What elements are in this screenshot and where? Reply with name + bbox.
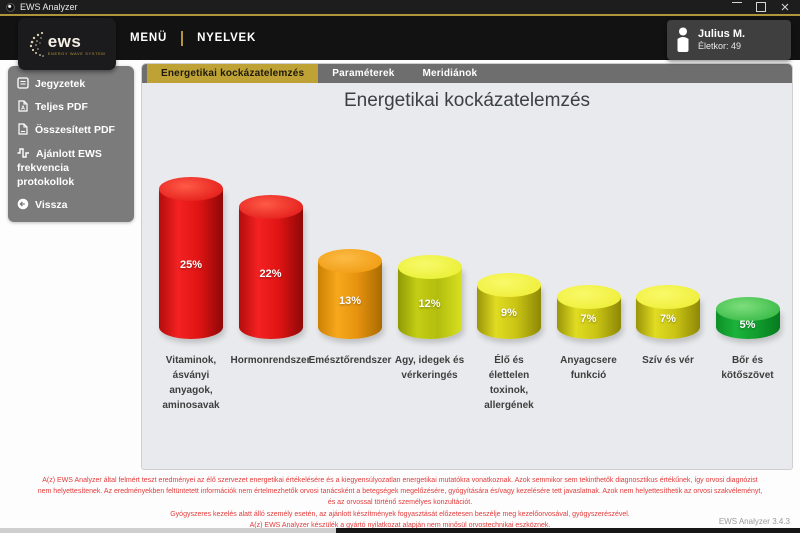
chart-bar-value: 7%: [660, 312, 676, 325]
tab-meridians[interactable]: Meridiánok: [422, 68, 478, 79]
chart-bar-8: 5%: [715, 297, 780, 339]
disclaimer-line: nem helyettesítenek. Az eredményekben fe…: [37, 488, 763, 496]
sidebar: Jegyzetek A Teljes PDF Összesített PDF Aj…: [8, 66, 134, 223]
user-age: Életkor: 49: [698, 41, 742, 52]
window-title: EWS Analyzer: [20, 2, 78, 12]
pdf-file-icon: A: [18, 100, 28, 112]
chart-category-label: Vitaminok, ásványi anyagok, aminosavak: [162, 355, 220, 411]
app-icon: [6, 2, 15, 12]
disclaimer-line: A(z) EWS Analyzer által felmért teszt er…: [42, 477, 758, 484]
chart-bar-top: [238, 195, 303, 219]
sidebar-item-label: Vissza: [35, 199, 68, 212]
chart-bar-top: [159, 177, 223, 201]
sidebar-item-label: Összesített PDF: [35, 124, 115, 137]
main-menu: MENÜ NYELVEK: [130, 16, 256, 60]
chart-category-label: Anyagcsere funkció: [560, 355, 617, 381]
maximize-icon: [756, 2, 766, 12]
chart-bar-value: 9%: [501, 306, 517, 319]
minimize-button[interactable]: [732, 1, 742, 13]
chart-bar-value: 12%: [418, 297, 441, 310]
notes-icon: [17, 77, 29, 89]
chart-bar-value: 13%: [338, 294, 362, 307]
chart-bar-value: 5%: [739, 318, 756, 331]
chart-bar-5: 9%: [477, 273, 541, 339]
disclaimer-line: és az orvossal történő személyes konzult…: [327, 499, 473, 507]
risk-chart: Energetikai kockázatelemzés 25% Vitaminok…: [142, 83, 792, 469]
chart-category-label: Emésztőrendszer: [308, 355, 392, 366]
chart-bar-value: 7%: [580, 312, 597, 325]
sidebar-item-label: Jegyzetek: [35, 78, 86, 90]
app-version: EWS Analyzer 3.4.3: [718, 517, 790, 526]
menu-item-menu[interactable]: MENÜ: [130, 32, 168, 44]
menu-separator: [181, 30, 184, 46]
content-panel: Energetikai kockázatelemzés Paraméterek …: [141, 63, 793, 470]
tab-bar: Energetikai kockázatelemzés Paraméterek …: [142, 64, 792, 83]
logo-text: ews: [47, 31, 82, 51]
tab-parameters[interactable]: Paraméterek: [332, 68, 395, 79]
tab-energy-risk-analysis[interactable]: Energetikai kockázatelemzés: [147, 64, 319, 83]
sidebar-item-full-pdf[interactable]: A Teljes PDF: [17, 100, 125, 114]
pdf-summary-icon: [18, 123, 28, 135]
ews-logo: ews ENERGY WAVE SYSTEM: [18, 18, 116, 70]
chart-bar-top: [556, 285, 621, 309]
sidebar-item-notes[interactable]: Jegyzetek: [17, 77, 125, 91]
minimize-icon: [732, 1, 742, 13]
sidebar-item-frequency-protocols[interactable]: Ajánlott EWS frekvencia protokollok: [17, 147, 125, 190]
menu-item-languages[interactable]: NYELVEK: [197, 32, 257, 44]
user-icon: [677, 27, 689, 52]
chart-title: Energetikai kockázatelemzés: [343, 90, 591, 111]
chart-bar-top: [397, 255, 462, 279]
chart-bar-3: 13%: [318, 249, 382, 339]
user-panel[interactable]: Julius M. Életkor: 49: [667, 20, 791, 60]
close-button[interactable]: [780, 2, 790, 12]
chart-category-label: Élő és élettelen toxinok, allergének: [484, 355, 534, 411]
back-arrow-icon: [17, 198, 29, 210]
window-controls: [732, 1, 790, 13]
sidebar-item-label: Ajánlott EWS frekvencia protokollok: [17, 147, 102, 188]
chart-bar-value: 25%: [179, 258, 203, 271]
chart-bar-4: 12%: [397, 255, 462, 339]
chart-bar-top: [715, 297, 780, 321]
chart-bar-top: [636, 285, 700, 309]
gold-accent-line: [0, 14, 800, 16]
top-navbar: ews ENERGY WAVE SYSTEM MENÜ NYELVEK Juli…: [0, 16, 800, 70]
chart-category-label: Szív és vér: [642, 355, 694, 366]
svg-text:A: A: [21, 106, 25, 112]
logo-subtext: ENERGY WAVE SYSTEM: [47, 50, 106, 56]
main-area: Jegyzetek A Teljes PDF Összesített PDF Aj…: [0, 60, 800, 531]
chart-category-label: Bőr és kötőszövet: [721, 355, 774, 381]
chart-bar-top: [477, 273, 541, 297]
user-name: Julius M.: [698, 28, 746, 40]
chart-category-label: Hormonrendszer: [230, 355, 311, 366]
medical-disclaimer: A(z) EWS Analyzer által felmért teszt er…: [20, 475, 780, 531]
chart-bar-1: 25%: [159, 177, 223, 339]
chart-bar-value: 22%: [259, 267, 282, 280]
sidebar-item-label: Teljes PDF: [35, 101, 88, 114]
chart-bar-2: 22%: [238, 195, 303, 339]
chart-bar-top: [318, 249, 382, 273]
maximize-button[interactable]: [756, 2, 766, 12]
disclaimer-line: A(z) EWS Analyzer készülék a gyártó nyil…: [249, 521, 551, 529]
close-icon: [781, 3, 789, 11]
logo-dots-icon: [29, 31, 44, 57]
taskbar-edge: [0, 528, 800, 533]
disclaimer-line: Gyógyszeres kezelés alatt álló személy e…: [170, 510, 630, 518]
chart-bar-7: 7%: [636, 285, 700, 339]
chart-bar-6: 7%: [556, 285, 621, 339]
frequency-wave-icon: [17, 147, 29, 158]
chart-category-label: Agy, idegek és vérkeringés: [394, 355, 465, 381]
sidebar-item-summary-pdf[interactable]: Összesített PDF: [17, 123, 125, 137]
os-titlebar: EWS Analyzer: [0, 0, 800, 14]
sidebar-item-back[interactable]: Vissza: [17, 198, 125, 212]
